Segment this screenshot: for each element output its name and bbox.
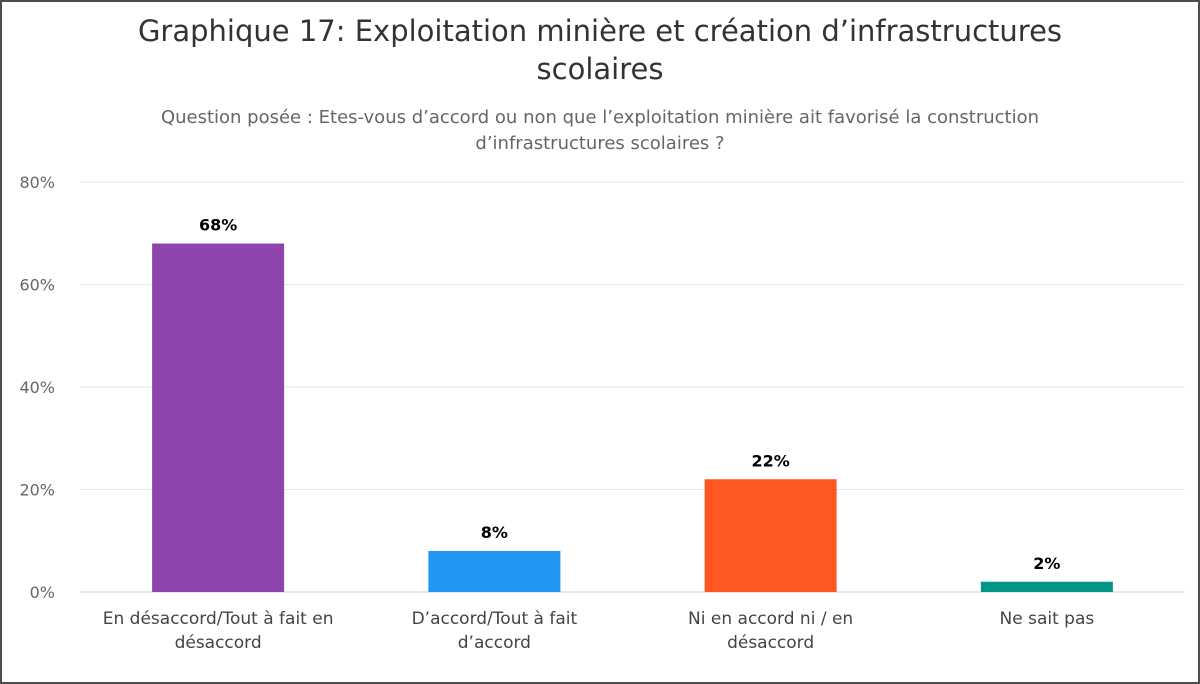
y-tick-label: 40%	[19, 378, 55, 397]
x-category-label: Ne sait pas	[1000, 609, 1095, 629]
x-category-label: Ni en accord ni / en désaccord	[688, 609, 853, 653]
y-tick-label: 60%	[19, 276, 55, 295]
x-axis-category-labels: En désaccord/Tout à fait en désaccord D’ac…	[103, 609, 1095, 653]
y-tick-label: 20%	[19, 481, 55, 500]
chart-subtitle: Question posée : Etes-vous d’accord ou n…	[100, 105, 1100, 157]
y-tick-label: 0%	[30, 583, 55, 602]
bar-4[interactable]	[980, 581, 1113, 592]
x-category-label: En désaccord/Tout à fait en désaccord	[103, 609, 334, 653]
data-labels: 68% 8% 22% 2%	[199, 216, 1060, 573]
bar-1[interactable]	[152, 243, 285, 593]
chart-title: Graphique 17: Exploitation minière et cr…	[100, 12, 1100, 88]
y-tick-label: 80%	[19, 173, 55, 192]
chart-subtitle-line-2: d’infrastructures scolaires ?	[475, 133, 725, 154]
bars	[152, 243, 1113, 593]
chart-subtitle-line-1: Question posée : Etes-vous d’accord ou n…	[160, 107, 1040, 128]
y-axis-tick-labels: 0% 20% 40% 60% 80%	[19, 173, 55, 602]
data-label: 68%	[199, 216, 237, 235]
bar-3[interactable]	[704, 479, 837, 592]
x-category-label: D’accord/Tout à fait d’accord	[412, 609, 578, 653]
data-label: 2%	[1033, 554, 1060, 573]
data-label: 8%	[481, 523, 508, 542]
data-label: 22%	[751, 451, 789, 470]
bar-2[interactable]	[428, 551, 561, 592]
chart-title-line-2: scolaires	[536, 52, 664, 86]
chart-title-line-1: Graphique 17: Exploitation minière et cr…	[137, 14, 1063, 48]
